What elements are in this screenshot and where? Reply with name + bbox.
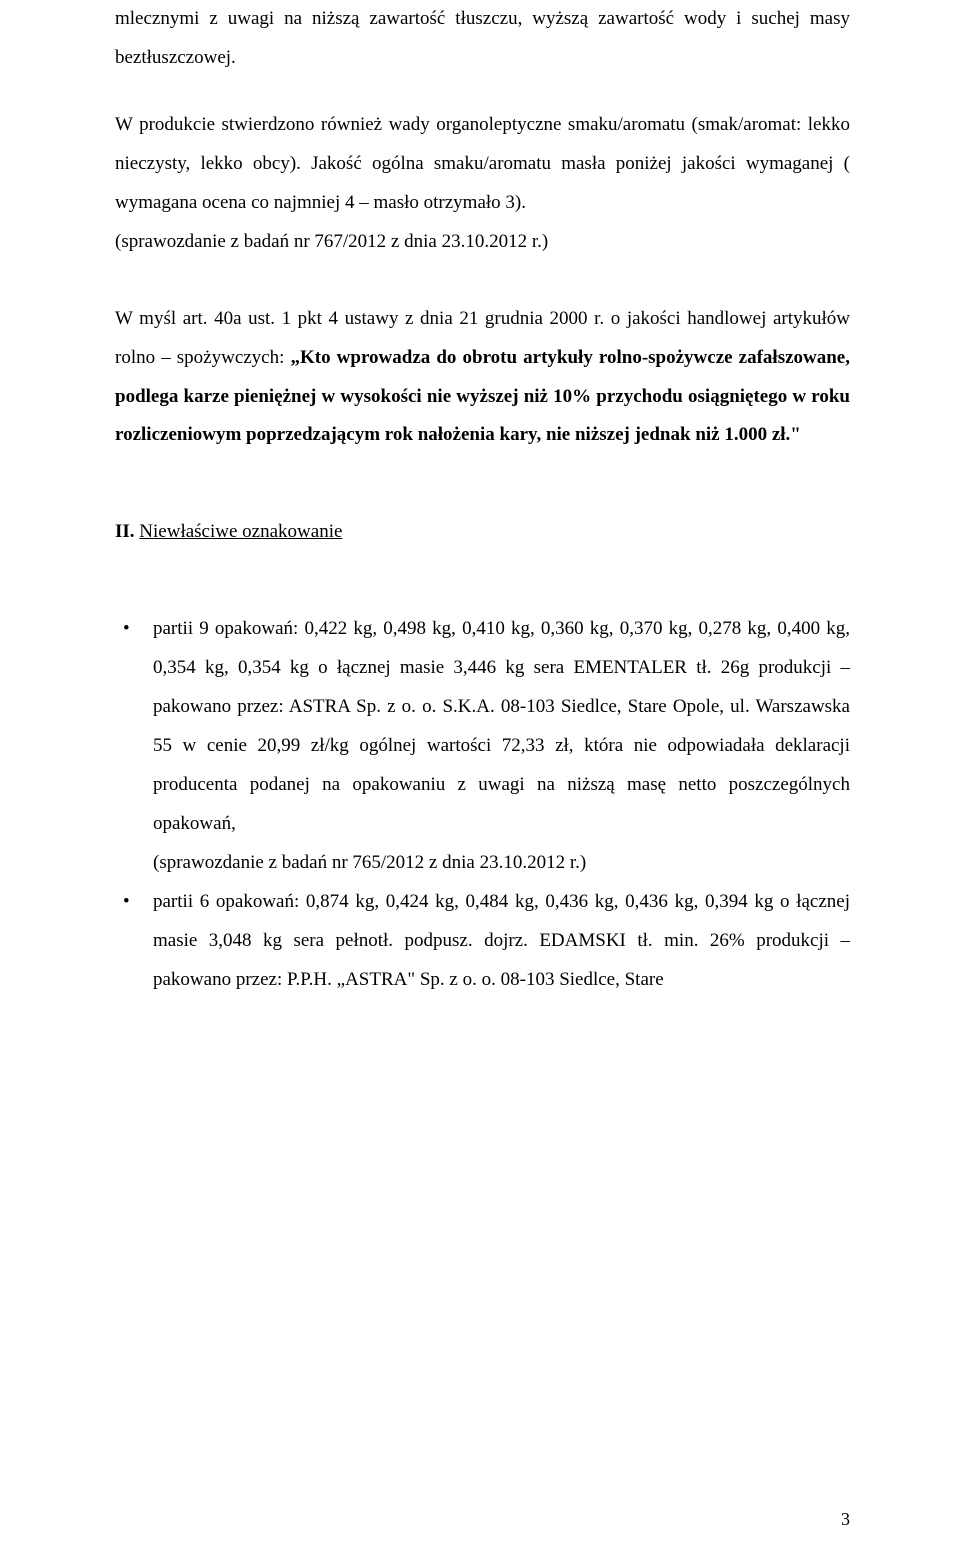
list-item-text: partii 6 opakowań: 0,874 kg, 0,424 kg, 0… [153, 891, 850, 990]
list-item-text: partii 9 opakowań: 0,422 kg, 0,498 kg, 0… [153, 618, 850, 834]
section-2-label: Niewłaściwe oznakowanie [139, 521, 342, 542]
list-item: partii 6 opakowań: 0,874 kg, 0,424 kg, 0… [145, 883, 850, 1000]
bullet-list: partii 9 opakowań: 0,422 kg, 0,498 kg, 0… [115, 610, 850, 999]
list-item: partii 9 opakowań: 0,422 kg, 0,498 kg, 0… [145, 610, 850, 883]
section-2-number: II. [115, 521, 135, 542]
list-item-note: (sprawozdanie z badań nr 765/2012 z dnia… [153, 852, 586, 873]
page-number: 3 [841, 1509, 850, 1530]
document-page: mlecznymi z uwagi na niższą zawartość tł… [0, 0, 960, 1568]
paragraph-3: (sprawozdanie z badań nr 767/2012 z dnia… [115, 223, 850, 262]
section-2-heading: II. Niewłaściwe oznakowanie [115, 513, 850, 552]
paragraph-1: mlecznymi z uwagi na niższą zawartość tł… [115, 0, 850, 78]
paragraph-4: W myśl art. 40a ust. 1 pkt 4 ustawy z dn… [115, 300, 850, 456]
paragraph-2: W produkcie stwierdzono również wady org… [115, 106, 850, 223]
